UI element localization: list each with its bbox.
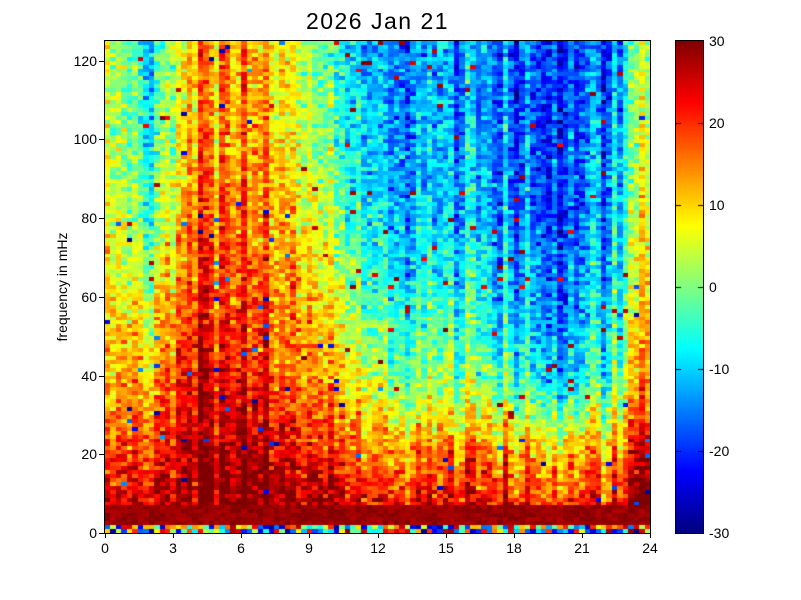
y-tick-label: 40 [81,368,97,384]
colorbar-tick-label: 20 [709,115,725,131]
y-tick-mark [99,139,104,140]
x-tick-label: 24 [642,540,658,556]
x-tick-mark [582,534,583,538]
x-tick-mark [650,534,651,538]
x-tick-label: 3 [169,540,177,556]
y-tick-label: 80 [81,210,97,226]
x-tick-mark [514,534,515,538]
colorbar-tick-label: -10 [709,361,730,377]
colorbar [675,40,704,534]
y-tick-mark [99,297,104,298]
y-tick-label: 20 [81,446,97,462]
colorbar-tick-label: 10 [709,197,725,213]
colorbar-tick-label: -20 [709,443,730,459]
colorbar-tick-label: 0 [709,279,717,295]
chart-title: 2026 Jan 21 [305,8,450,34]
x-tick-label: 15 [438,540,454,556]
x-tick-label: 21 [574,540,590,556]
colorbar-canvas [676,41,703,533]
y-tick-label: 60 [81,289,97,305]
y-tick-mark [99,533,104,534]
y-axis-label: frequency in mHz [54,232,70,342]
x-tick-mark [173,534,174,538]
x-tick-label: 12 [370,540,386,556]
x-tick-label: 6 [237,540,245,556]
x-tick-mark [378,534,379,538]
colorbar-tick-label: -30 [709,525,730,541]
x-tick-label: 9 [305,540,313,556]
x-tick-mark [241,534,242,538]
y-tick-mark [99,218,104,219]
y-tick-label: 0 [89,525,97,541]
y-tick-label: 100 [73,131,97,147]
x-tick-label: 18 [506,540,522,556]
x-tick-mark [105,534,106,538]
spectrogram-heatmap-canvas [105,41,650,533]
x-tick-label: 0 [101,540,109,556]
y-tick-mark [99,61,104,62]
x-tick-mark [309,534,310,538]
x-tick-mark [446,534,447,538]
y-tick-mark [99,454,104,455]
plot-area [104,40,651,534]
y-tick-mark [99,376,104,377]
colorbar-tick-label: 30 [709,33,725,49]
y-tick-label: 120 [73,53,97,69]
